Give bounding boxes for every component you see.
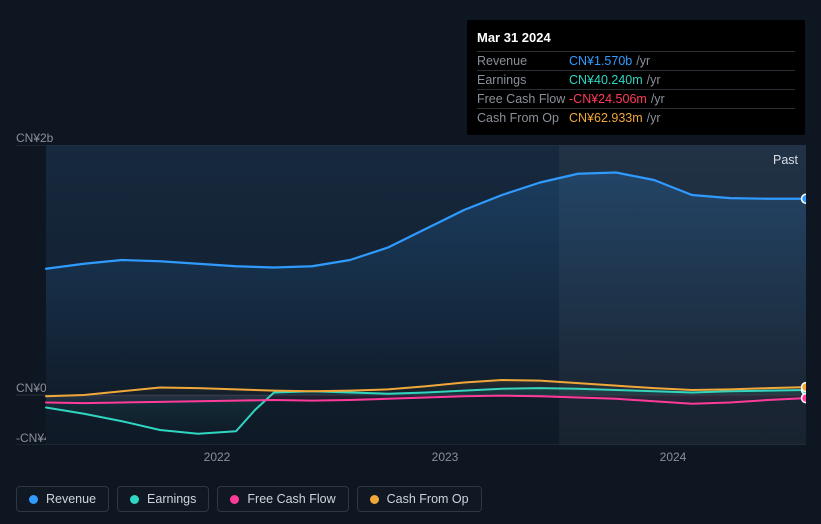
tooltip-metric-label: Earnings — [477, 73, 569, 87]
tooltip-date: Mar 31 2024 — [477, 26, 795, 51]
tooltip-metric-value: CN¥40.240m — [569, 73, 643, 87]
tooltip-metric-label: Cash From Op — [477, 111, 569, 125]
financials-chart: CN¥2bCN¥0-CN¥400m Past 202220232024 — [16, 125, 806, 485]
past-label: Past — [773, 153, 798, 167]
tooltip-metric-unit: /yr — [636, 54, 650, 68]
tooltip-metric-unit: /yr — [651, 92, 665, 106]
legend-label: Revenue — [46, 492, 96, 506]
y-axis-tick-label: CN¥2b — [16, 131, 53, 145]
legend-dot-icon — [370, 495, 379, 504]
tooltip-metric-value: CN¥62.933m — [569, 111, 643, 125]
tooltip-row: RevenueCN¥1.570b/yr — [477, 51, 795, 70]
legend-item[interactable]: Revenue — [16, 486, 109, 512]
chart-tooltip: Mar 31 2024 RevenueCN¥1.570b/yrEarningsC… — [467, 20, 805, 135]
chart-legend: Revenue Earnings Free Cash Flow Cash From O… — [16, 486, 482, 512]
legend-label: Earnings — [147, 492, 196, 506]
legend-dot-icon — [29, 495, 38, 504]
tooltip-metric-value: CN¥1.570b — [569, 54, 632, 68]
tooltip-metric-unit: /yr — [647, 73, 661, 87]
legend-item[interactable]: Free Cash Flow — [217, 486, 348, 512]
x-axis: 2022 2023 2024 — [16, 450, 806, 470]
legend-dot-icon — [130, 495, 139, 504]
x-axis-tick-label: 2022 — [204, 450, 231, 464]
legend-item[interactable]: Earnings — [117, 486, 209, 512]
legend-item[interactable]: Cash From Op — [357, 486, 482, 512]
x-axis-tick-label: 2023 — [432, 450, 459, 464]
tooltip-metric-label: Free Cash Flow — [477, 92, 569, 106]
tooltip-metric-unit: /yr — [647, 111, 661, 125]
tooltip-metric-label: Revenue — [477, 54, 569, 68]
legend-label: Free Cash Flow — [247, 492, 335, 506]
tooltip-row: EarningsCN¥40.240m/yr — [477, 70, 795, 89]
legend-dot-icon — [230, 495, 239, 504]
tooltip-metric-value: -CN¥24.506m — [569, 92, 647, 106]
x-axis-tick-label: 2024 — [660, 450, 687, 464]
legend-label: Cash From Op — [387, 492, 469, 506]
plot-area[interactable]: Past — [16, 145, 806, 445]
tooltip-row: Free Cash Flow-CN¥24.506m/yr — [477, 89, 795, 108]
